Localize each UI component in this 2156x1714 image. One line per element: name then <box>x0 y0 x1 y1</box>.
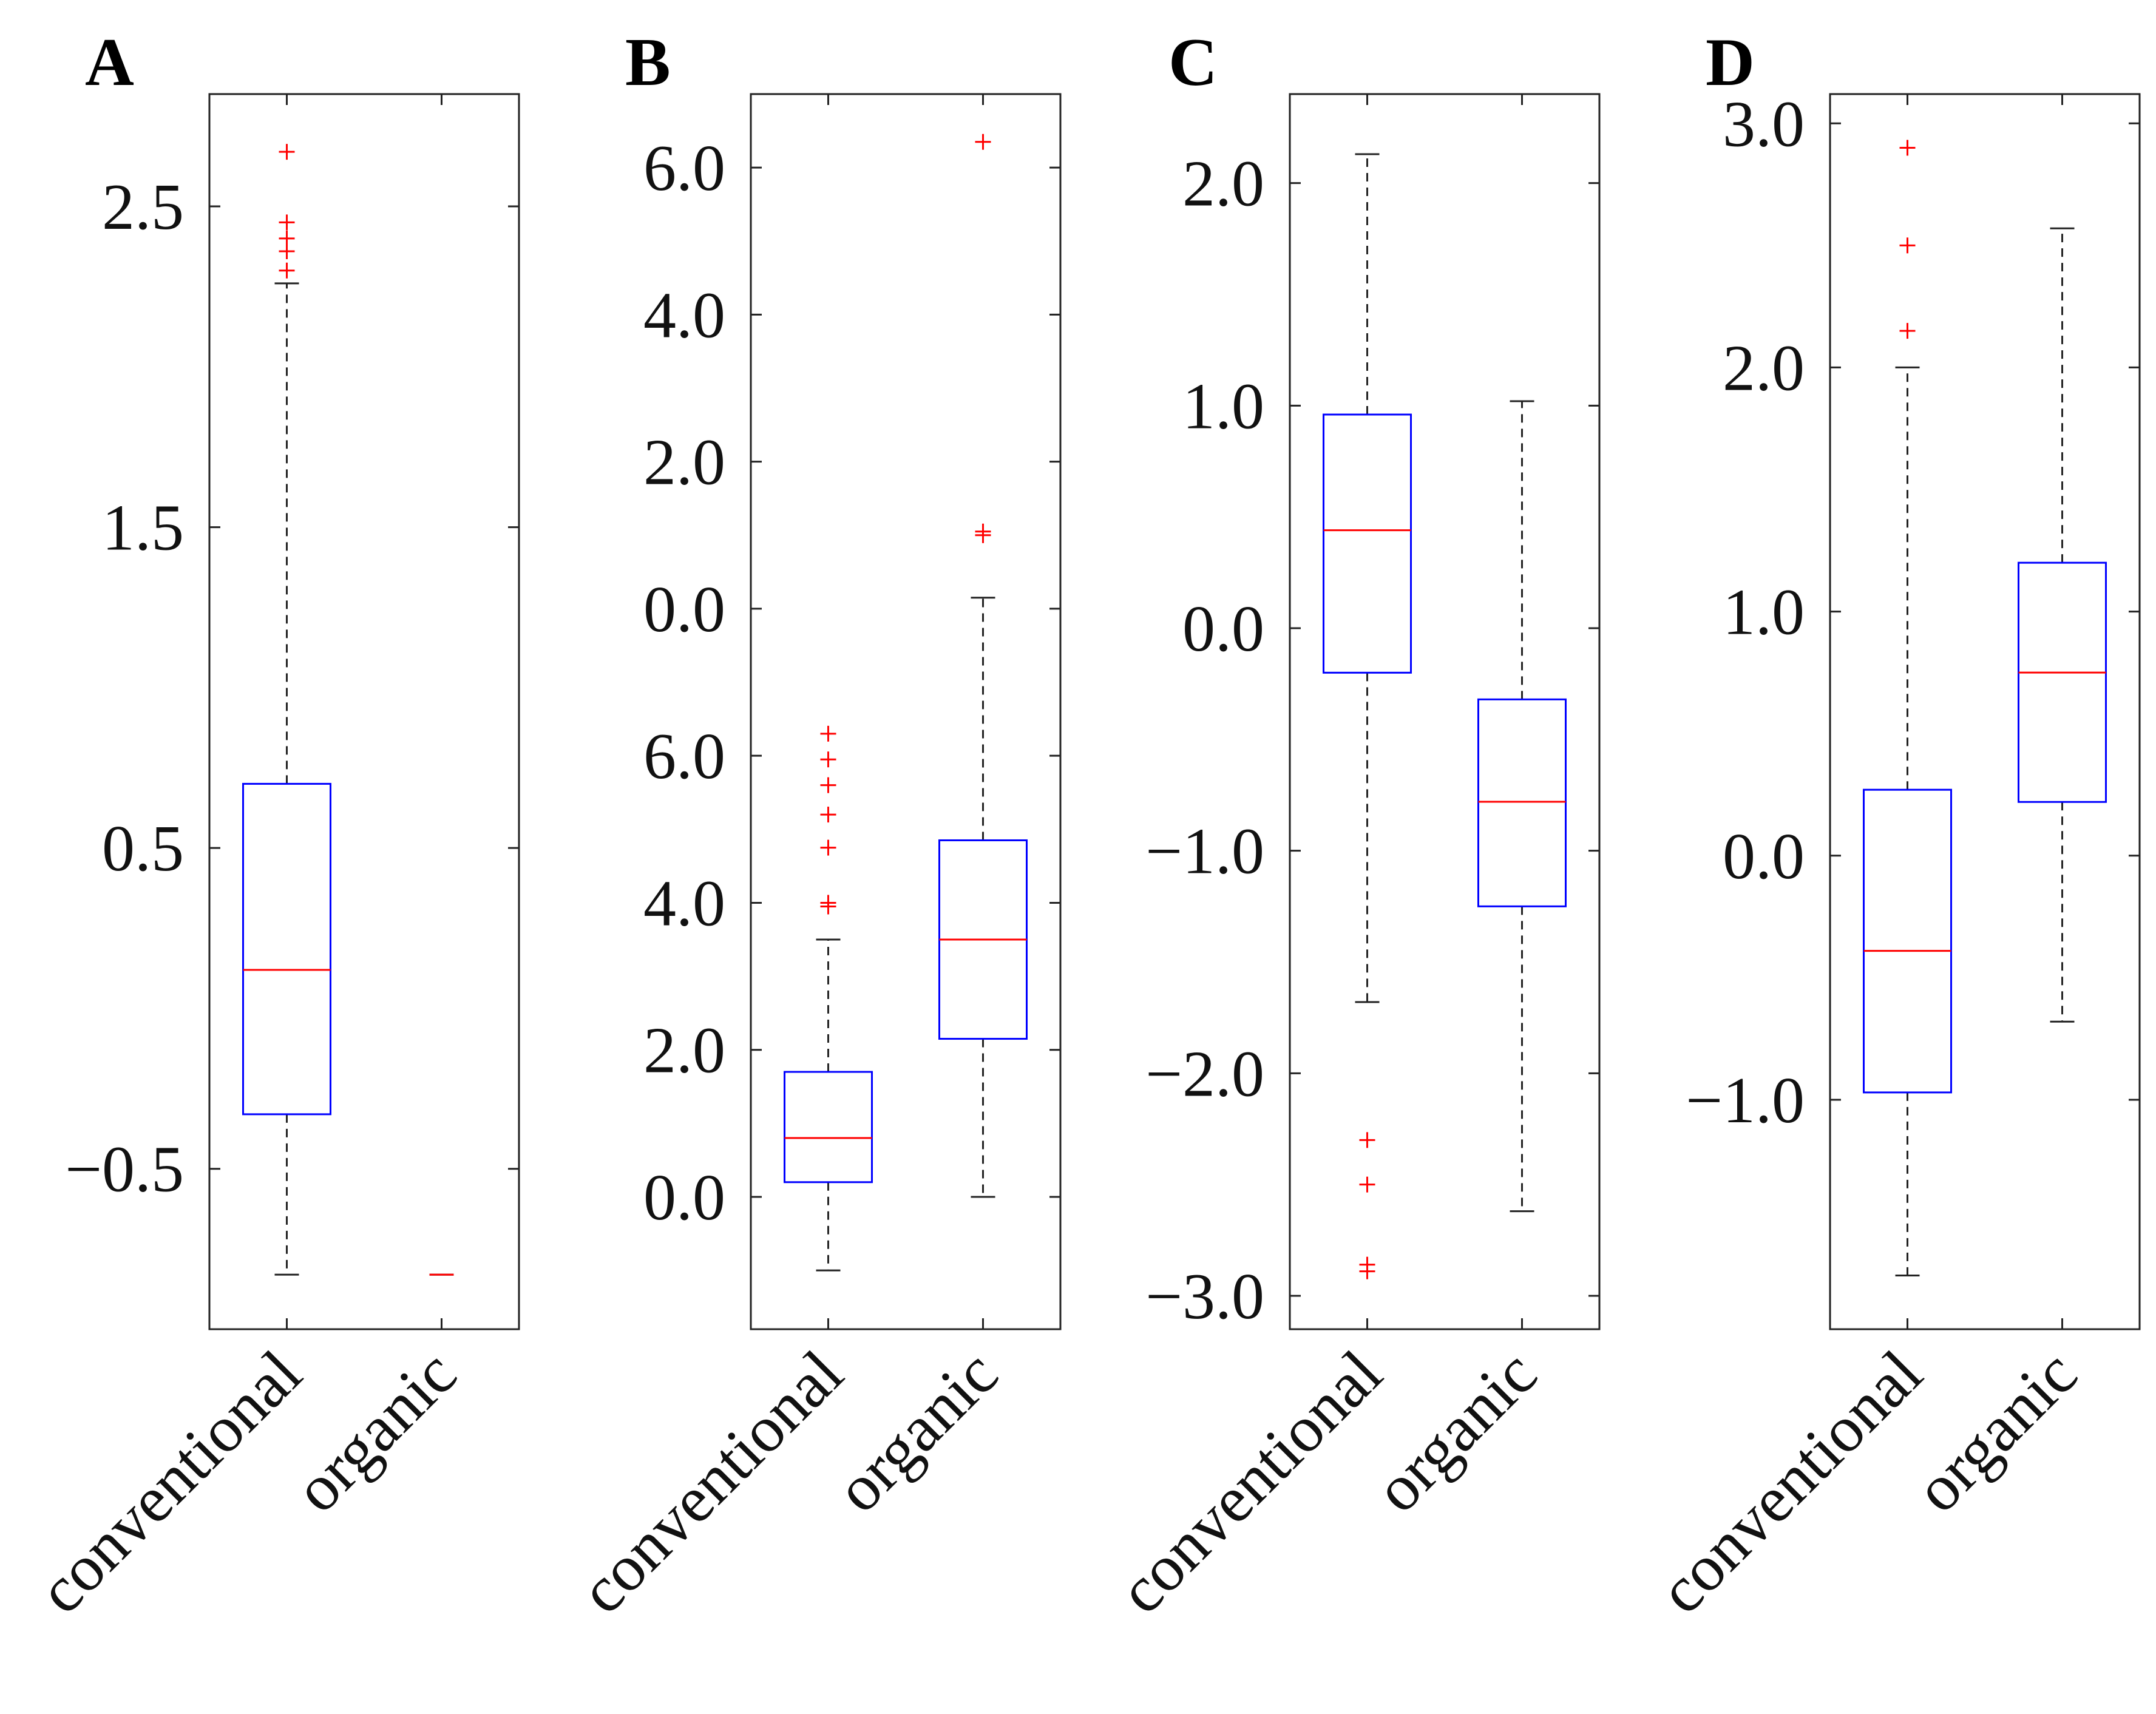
y-tick-label: −1.0 <box>1145 816 1264 888</box>
iqr-box <box>242 782 331 1116</box>
y-tick-label: 0.0 <box>1723 821 1805 893</box>
iqr-box <box>784 1071 873 1184</box>
axes-frame <box>750 93 1062 1330</box>
outlier-marker <box>820 725 836 742</box>
panel-letter: D <box>1706 25 1755 100</box>
category-label-organic: organic <box>1361 1337 1551 1526</box>
box-organic <box>2018 227 2107 1023</box>
iqr-box <box>1477 698 1567 907</box>
box-organic <box>938 134 1028 1198</box>
outlier-marker <box>1359 1132 1375 1148</box>
box-conventional <box>1863 140 1952 1277</box>
y-tick-label: 0.0 <box>1182 593 1264 665</box>
outlier-marker <box>975 134 991 150</box>
box-conventional <box>784 725 873 1272</box>
box-organic <box>1477 400 1567 1213</box>
category-label-conventional: conventional <box>1105 1337 1396 1628</box>
axes-frame <box>208 93 520 1330</box>
outlier-marker <box>1899 237 1916 254</box>
category-label-organic: organic <box>822 1337 1012 1526</box>
panel-letter: A <box>85 25 134 100</box>
outlier-marker <box>1899 323 1916 339</box>
outlier-marker <box>1359 1263 1375 1279</box>
outlier-marker <box>820 807 836 823</box>
iqr-box <box>1863 788 1952 1094</box>
y-tick-label: 2.5 <box>102 171 184 243</box>
y-tick-label: 1.0 <box>1182 370 1264 442</box>
axes-frame <box>1289 93 1601 1330</box>
outlier-marker <box>820 751 836 768</box>
outlier-marker <box>279 214 295 231</box>
category-label-organic: organic <box>1902 1337 2091 1526</box>
category-label-organic: organic <box>281 1337 470 1526</box>
y-tick-label: 3.0 <box>1723 88 1805 160</box>
y-tick-label: −3.0 <box>1145 1261 1264 1333</box>
outlier-marker <box>820 895 836 911</box>
outlier-marker <box>820 777 836 793</box>
y-tick-label: 4.0 <box>643 867 725 940</box>
panel-letter: B <box>625 25 671 100</box>
y-tick-label: 2.0 <box>1723 332 1805 404</box>
panel-b: B 0.0 2.0 4.0 6.0 0.0 2.0 4.0 6.0 conventionalorg… <box>566 25 1062 1628</box>
box-conventional <box>242 144 331 1276</box>
iqr-box <box>1323 413 1412 674</box>
y-tick-label: 4.0 <box>643 279 725 351</box>
y-tick-label: 0.0 <box>643 1162 725 1234</box>
y-tick-label: 6.0 <box>643 720 725 793</box>
outlier-marker <box>1899 140 1916 156</box>
iqr-box <box>2018 561 2107 803</box>
y-tick-label: 6.0 <box>643 132 725 205</box>
outlier-marker <box>1359 1176 1375 1193</box>
axes-frame <box>1829 93 2141 1330</box>
outlier-marker <box>279 144 295 160</box>
y-tick-label: 2.0 <box>643 427 725 499</box>
panel-c: C −3.0 −2.0 −1.0 0.0 1.0 2.0 conventionalorgani… <box>1105 25 1601 1628</box>
y-tick-label: −2.0 <box>1145 1038 1264 1110</box>
box-conventional <box>1323 153 1412 1279</box>
outlier-marker <box>279 230 295 246</box>
outlier-marker <box>975 523 991 540</box>
y-tick-label: 2.0 <box>643 1015 725 1087</box>
y-tick-label: 0.5 <box>102 813 184 885</box>
outlier-marker <box>279 262 295 279</box>
category-label-conventional: conventional <box>1646 1337 1936 1628</box>
y-tick-label: 0.0 <box>643 574 725 646</box>
category-label-conventional: conventional <box>25 1337 316 1628</box>
y-tick-label: −0.5 <box>65 1134 184 1206</box>
category-label-conventional: conventional <box>566 1337 857 1628</box>
y-tick-label: 1.0 <box>1723 577 1805 649</box>
y-tick-label: −1.0 <box>1686 1065 1805 1137</box>
y-tick-label: 2.0 <box>1182 148 1264 220</box>
y-tick-label: 1.5 <box>102 492 184 564</box>
panel-letter: C <box>1168 25 1218 100</box>
outlier-marker <box>820 839 836 856</box>
